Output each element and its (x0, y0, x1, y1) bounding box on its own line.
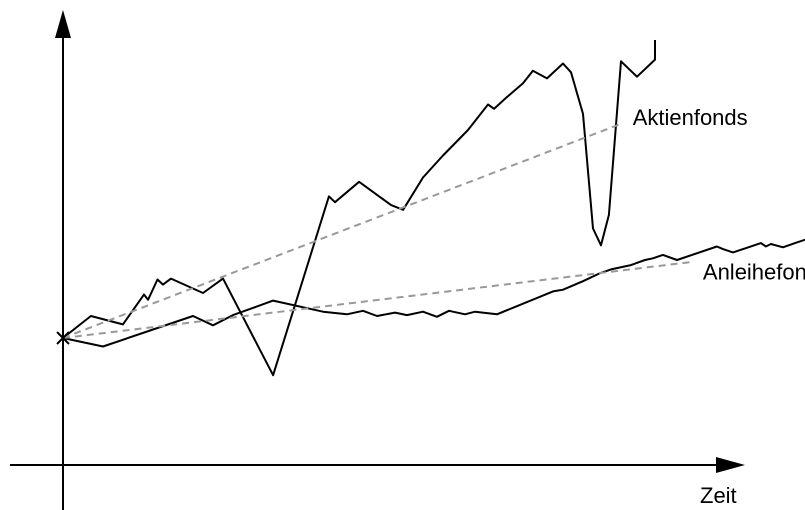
x-axis-label: Zeit (700, 483, 737, 508)
series-line-aktienfonds (62, 40, 656, 377)
x-axis-arrow (716, 457, 745, 473)
y-axis-arrow (55, 10, 71, 38)
trend-line-1 (62, 122, 622, 339)
series-label-aktienfonds: Aktienfonds (633, 105, 748, 130)
trend-line-2 (62, 260, 694, 339)
start-point-marker (56, 331, 70, 345)
series-line-anleihefonds (62, 238, 805, 348)
series-label-anleihefonds: Anleihefonds (703, 260, 805, 285)
